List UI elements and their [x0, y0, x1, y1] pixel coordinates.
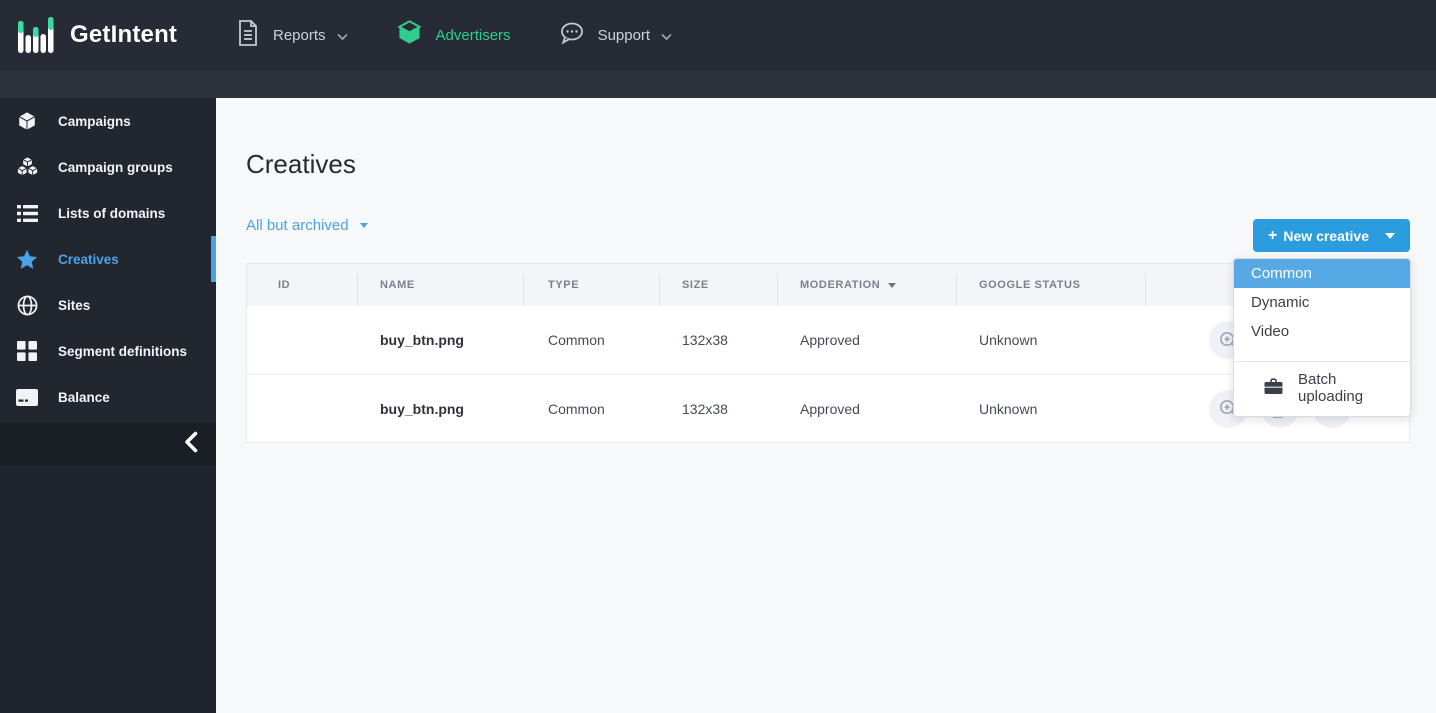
brand-name: GetIntent	[70, 21, 178, 48]
top-navigation: Reports Advertisers	[236, 19, 672, 51]
chevron-left-icon	[184, 431, 198, 458]
cell-size: 132x38	[682, 400, 728, 417]
menu-divider	[1234, 361, 1410, 362]
cell-google-status: Unknown	[979, 400, 1038, 417]
sidebar-item-label: Sites	[58, 297, 91, 313]
plus-icon: +	[1268, 226, 1278, 244]
chevron-down-icon	[336, 28, 348, 45]
col-header-name[interactable]: NAME	[358, 264, 524, 306]
globe-icon	[15, 295, 39, 316]
new-creative-button[interactable]: + New creative	[1253, 219, 1410, 252]
reports-document-icon	[236, 19, 260, 51]
sidebar-item-campaign-groups[interactable]: Campaign groups	[0, 144, 216, 190]
sidebar-item-balance[interactable]: Balance	[0, 374, 216, 420]
cell-moderation: Approved	[800, 332, 860, 348]
col-header-google-status[interactable]: GOOGLE STATUS	[957, 264, 1146, 306]
card-icon	[15, 388, 39, 406]
sidebar-item-label: Campaign groups	[58, 159, 173, 175]
chevron-down-icon	[661, 28, 672, 45]
filter-label: All but archived	[246, 217, 349, 234]
new-creative-label: New creative	[1283, 227, 1369, 244]
cell-name: buy_btn.png	[380, 400, 464, 417]
sidebar: Campaigns Ca	[0, 98, 216, 713]
col-header-size[interactable]: SIZE	[660, 264, 778, 306]
sidebar-item-label: Lists of domains	[58, 205, 166, 221]
cell-name: buy_btn.png	[380, 332, 464, 348]
menu-item-batch-uploading[interactable]: Batch uploading	[1234, 362, 1410, 414]
grid-icon	[15, 341, 39, 361]
nav-label: Advertisers	[435, 26, 511, 44]
sidebar-filler	[0, 465, 216, 713]
creative-type-menu: Common Dynamic Video Batch uploading	[1233, 258, 1411, 417]
cell-size: 132x38	[682, 332, 728, 348]
sidebar-item-label: Balance	[58, 389, 110, 405]
sidebar-item-sites[interactable]: Sites	[0, 282, 216, 328]
sidebar-item-label: Creatives	[58, 251, 119, 267]
sidebar-item-label: Campaigns	[58, 113, 131, 129]
briefcase-icon	[1264, 377, 1283, 399]
cubes-icon	[15, 156, 39, 178]
cell-type: Common	[548, 400, 605, 417]
main-content: Creatives All but archived + New creativ…	[216, 98, 1436, 713]
nav-label: Support	[597, 26, 651, 44]
advertisers-cube-icon	[396, 19, 423, 51]
nav-item-advertisers[interactable]: Advertisers	[396, 19, 511, 51]
menu-item-common[interactable]: Common	[1234, 259, 1410, 288]
sidebar-item-label: Segment definitions	[58, 343, 188, 359]
star-icon	[15, 249, 39, 270]
archive-filter-dropdown[interactable]: All but archived	[246, 217, 368, 234]
sidebar-collapse-button[interactable]	[0, 423, 216, 465]
sidebar-item-campaigns[interactable]: Campaigns	[0, 98, 216, 144]
logo-bars-icon	[17, 9, 57, 62]
sidebar-item-segment-definitions[interactable]: Segment definitions	[0, 328, 216, 374]
caret-down-icon[interactable]	[1385, 232, 1395, 239]
page-title: Creatives	[246, 149, 356, 179]
nav-item-support[interactable]: Support	[559, 21, 673, 49]
topbar: GetIntent Reports	[0, 0, 1436, 70]
sidebar-item-lists-of-domains[interactable]: Lists of domains	[0, 190, 216, 236]
col-header-type[interactable]: TYPE	[524, 264, 660, 306]
menu-item-dynamic[interactable]: Dynamic	[1251, 294, 1310, 311]
nav-label: Reports	[273, 26, 326, 44]
table-header: ID NAME TYPE SIZE MODERATION GOOGLE STAT…	[247, 264, 1409, 306]
sort-caret-icon	[888, 282, 897, 288]
list-icon	[15, 204, 39, 223]
col-header-id[interactable]: ID	[247, 264, 358, 306]
support-chat-icon	[559, 21, 585, 49]
cube-icon	[15, 110, 39, 133]
nav-item-reports[interactable]: Reports	[236, 19, 348, 51]
col-header-moderation[interactable]: MODERATION	[778, 264, 957, 306]
secondary-bar	[0, 70, 1436, 98]
cell-google-status: Unknown	[979, 332, 1038, 348]
sidebar-item-creatives[interactable]: Creatives	[0, 236, 216, 282]
batch-uploading-label: Batch uploading	[1298, 371, 1364, 405]
menu-item-video[interactable]: Video	[1251, 323, 1290, 340]
caret-down-icon	[359, 223, 368, 228]
cell-moderation: Approved	[800, 400, 860, 417]
app-logo[interactable]: GetIntent	[0, 9, 224, 62]
cell-type: Common	[548, 332, 605, 348]
